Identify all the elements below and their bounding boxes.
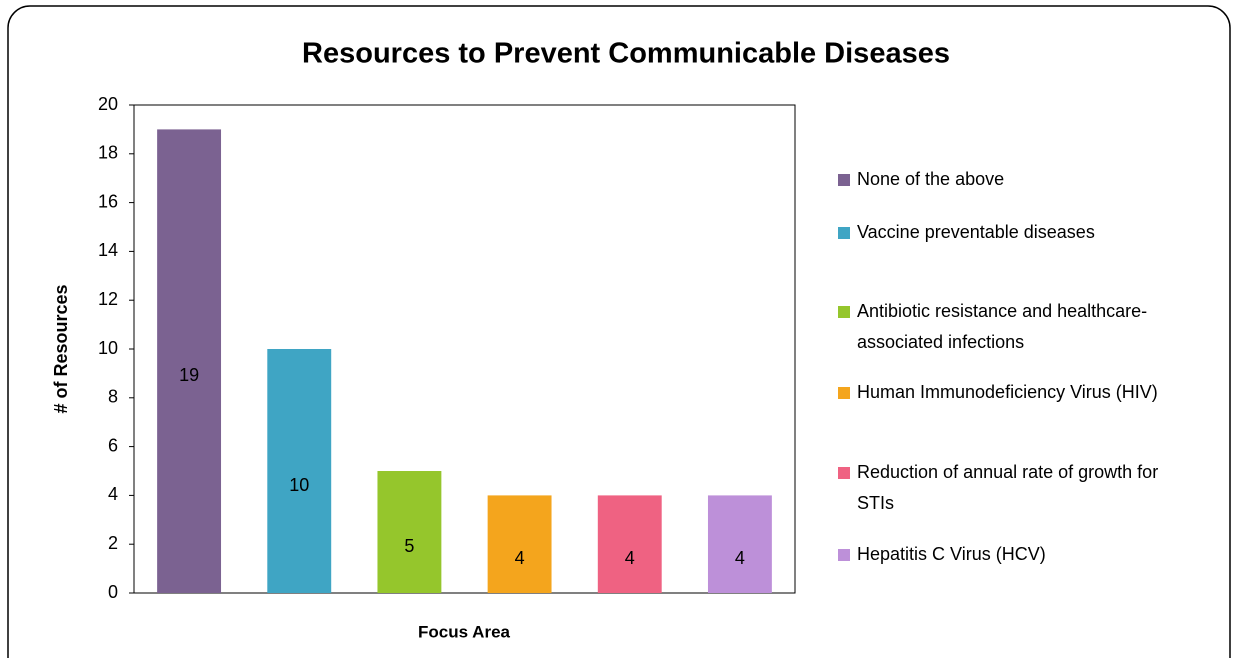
data-label: 4 [515,548,525,568]
y-tick-label: 6 [108,435,118,455]
legend-label: Vaccine preventable diseases [857,222,1095,242]
y-tick-label: 2 [108,533,118,553]
y-axis-label: # of Resources [51,284,71,413]
y-tick-label: 12 [98,289,118,309]
legend-swatch [838,467,850,479]
plot-area [133,104,796,594]
bar [267,349,332,593]
legend-swatch [838,227,850,239]
legend-entry: Hepatitis C Virus (HCV) [838,539,1178,570]
legend-entry: Reduction of annual rate of growth for S… [838,457,1178,519]
chart-title: Resources to Prevent Communicable Diseas… [302,38,950,70]
legend-swatch [838,306,850,318]
y-tick-label: 4 [108,484,118,504]
legend-label: None of the above [857,169,1005,189]
legend-entry: Vaccine preventable diseases [838,217,1178,248]
legend-label: Human Immunodeficiency Virus (HIV) [857,382,1158,402]
y-tick-label: 18 [98,143,118,163]
legend-label: Reduction of annual rate of growth for S… [857,462,1159,513]
legend-entry: None of the above [838,164,1178,195]
x-axis-label: Focus Area [418,622,511,641]
bar [487,495,552,593]
y-tick-label: 16 [98,191,118,211]
legend-entry: Antibiotic resistance and healthcare-ass… [838,296,1178,358]
bar [157,129,222,593]
chart-border [7,5,1231,658]
legend-swatch [838,387,850,399]
legend-label: Hepatitis C Virus (HCV) [857,544,1046,564]
legend-label: Antibiotic resistance and healthcare-ass… [857,301,1148,352]
legend-swatch [838,174,850,186]
data-label: 4 [625,548,635,568]
data-label: 10 [289,475,309,495]
y-tick-label: 14 [98,240,118,260]
bar [707,495,772,593]
data-label: 5 [404,536,414,556]
y-tick-label: 0 [108,582,118,602]
y-tick-label: 8 [108,387,118,407]
data-label: 4 [735,548,745,568]
legend-entry: Human Immunodeficiency Virus (HIV) [838,377,1178,408]
y-tick-label: 20 [98,94,118,114]
data-label: 19 [179,365,199,385]
bar [377,471,442,593]
bar [597,495,662,593]
legend-swatch [838,549,850,561]
y-tick-label: 10 [98,338,118,358]
